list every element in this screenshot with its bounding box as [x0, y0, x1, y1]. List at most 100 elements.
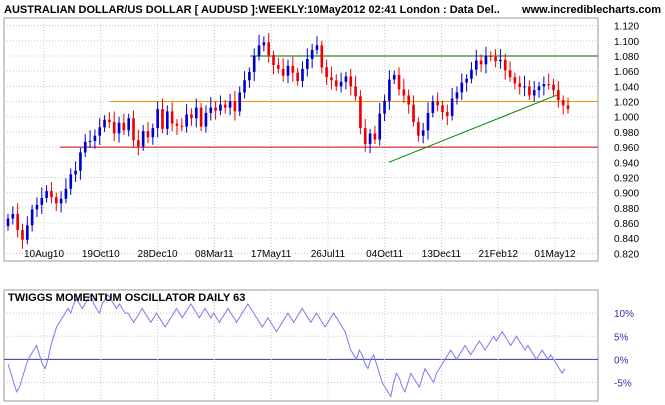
price-y-tick-label: 1.000	[614, 113, 639, 124]
price-y-tick-label: 0.940	[614, 158, 639, 169]
chart-title: AUSTRALIAN DOLLAR/US DOLLAR [ AUDUSD ]:W…	[4, 4, 500, 16]
candle	[243, 71, 246, 99]
candle	[460, 73, 464, 101]
oscillator-y-ticks: 10% 5% 0% -5%	[614, 309, 634, 389]
candle	[523, 75, 526, 97]
price-y-tick-label: 1.100	[614, 37, 639, 48]
candle	[392, 70, 396, 85]
candle	[499, 49, 502, 69]
candle	[165, 105, 169, 135]
site-name[interactable]: www.incrediblecharts.com	[521, 4, 661, 16]
candle	[344, 71, 348, 90]
price-y-tick-label: 0.900	[614, 189, 639, 200]
candle	[272, 50, 275, 75]
candle	[6, 213, 10, 231]
candle	[69, 168, 73, 195]
candle	[257, 34, 261, 61]
candle	[378, 103, 382, 146]
candle	[108, 112, 111, 129]
candle	[305, 48, 309, 77]
candle	[547, 73, 551, 90]
price-y-tick-label: 1.060	[614, 67, 639, 78]
candle	[537, 81, 541, 98]
candle	[132, 110, 135, 148]
candle	[228, 93, 232, 116]
candle	[388, 70, 391, 110]
candle	[431, 95, 435, 118]
candle	[373, 125, 377, 145]
candle	[330, 66, 333, 90]
price-x-ticks: 10Aug10 19Oct10 28Dec10 08Mar11 17May11 26Jul…	[24, 249, 576, 260]
candle	[296, 68, 299, 86]
candle	[112, 111, 116, 142]
candle	[40, 187, 44, 214]
candle	[137, 129, 140, 156]
candle	[445, 104, 449, 126]
candle	[494, 49, 497, 68]
candle	[465, 74, 468, 92]
candle	[441, 100, 444, 120]
candle	[214, 101, 217, 120]
price-x-tick-label: 19Oct10	[82, 249, 120, 260]
price-x-tick-label: 21Feb12	[478, 249, 518, 260]
price-y-tick-label: 0.820	[614, 249, 639, 260]
candle	[484, 46, 488, 74]
price-y-tick-label: 0.840	[614, 234, 639, 245]
price-horizontal-lines	[60, 55, 598, 148]
price-x-tick-label: 13Dec11	[422, 249, 462, 260]
candle	[508, 61, 512, 82]
candle	[161, 98, 164, 134]
candle	[320, 40, 324, 74]
candle	[277, 57, 280, 74]
candle	[79, 147, 82, 180]
candle	[474, 49, 478, 76]
candle	[532, 81, 536, 102]
oscillator-y-tick-label: 0%	[614, 355, 629, 366]
candle	[557, 81, 560, 108]
candle	[252, 48, 256, 82]
candle	[325, 59, 328, 85]
price-x-tick-label: 04Oct11	[366, 249, 403, 260]
candle	[93, 129, 97, 149]
candle	[552, 78, 555, 97]
candle	[219, 95, 222, 116]
candle	[103, 115, 106, 132]
price-y-tick-label: 1.120	[614, 22, 639, 33]
oscillator-y-tick-label: 5%	[614, 332, 629, 343]
candle	[141, 125, 145, 151]
candle	[35, 197, 39, 217]
price-y-tick-label: 0.880	[614, 204, 639, 215]
candle	[25, 216, 29, 245]
candle	[151, 123, 155, 145]
candle	[286, 59, 290, 84]
candle	[339, 72, 343, 93]
candle	[156, 101, 159, 138]
candle	[407, 89, 411, 114]
price-y-tick-label: 0.860	[614, 219, 639, 230]
candle	[170, 102, 174, 132]
price-trend-lines	[388, 93, 560, 163]
candle	[122, 113, 126, 135]
candle	[127, 113, 131, 137]
candle	[354, 75, 357, 101]
candle	[566, 97, 570, 114]
candle	[175, 118, 179, 135]
candle	[310, 43, 314, 69]
candle	[209, 96, 213, 121]
candle	[363, 118, 367, 152]
candle	[518, 75, 522, 95]
candle	[54, 192, 58, 211]
oscillator-plot-border	[3, 289, 599, 402]
price-y-ticks: 1.120 1.100 1.080 1.060 1.040 1.020 1.000 0.980…	[614, 22, 639, 261]
price-y-tick-label: 1.020	[614, 98, 639, 109]
candle	[450, 87, 454, 121]
candle	[30, 204, 34, 232]
oscillator-grid	[4, 290, 598, 401]
candle	[412, 95, 415, 127]
candle	[436, 92, 439, 112]
candle	[315, 36, 319, 55]
candle	[470, 62, 473, 84]
candle	[146, 122, 150, 144]
price-y-tick-label: 1.080	[614, 52, 639, 63]
candle	[180, 118, 184, 132]
